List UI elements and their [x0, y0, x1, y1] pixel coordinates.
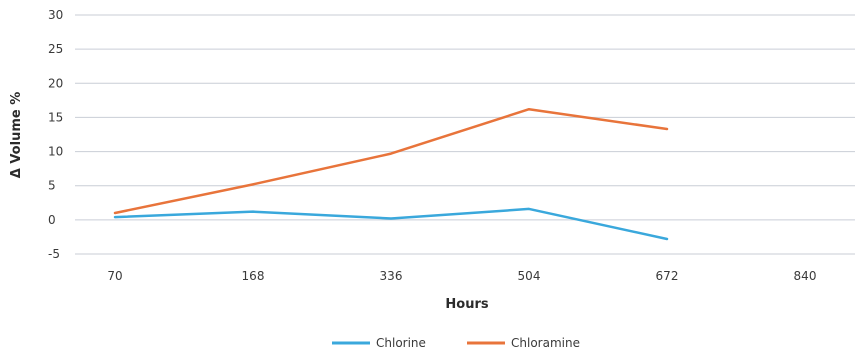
- x-tick-label: 168: [242, 269, 265, 283]
- y-tick-label: 25: [48, 42, 63, 56]
- x-tick-labels: 70 168 336 504 672 840: [107, 269, 816, 283]
- y-axis-title: Δ Volume %: [9, 92, 24, 179]
- series-line-chloramine: [113, 107, 669, 215]
- y-tick-label: -5: [48, 247, 60, 261]
- legend-label: Chloramine: [511, 336, 580, 350]
- gridlines: [75, 14, 855, 255]
- series-line-chlorine: [113, 207, 669, 241]
- y-tick-label: 20: [48, 76, 63, 90]
- y-tick-label: 5: [48, 179, 56, 193]
- legend: Chlorine Chloramine: [332, 336, 580, 350]
- x-tick-label: 672: [656, 269, 679, 283]
- x-axis-title: Hours: [445, 297, 488, 312]
- y-tick-label: 10: [48, 145, 63, 159]
- x-tick-label: 336: [380, 269, 403, 283]
- y-tick-label: 0: [48, 213, 56, 227]
- series-lines: [113, 107, 669, 241]
- y-tick-labels: -5 0 5 10 15 20 25 30: [48, 8, 63, 261]
- y-tick-label: 30: [48, 8, 63, 22]
- x-tick-label: 840: [794, 269, 817, 283]
- x-tick-label: 504: [518, 269, 541, 283]
- y-tick-label: 15: [48, 110, 63, 124]
- x-tick-label: 70: [107, 269, 122, 283]
- legend-label: Chlorine: [376, 336, 426, 350]
